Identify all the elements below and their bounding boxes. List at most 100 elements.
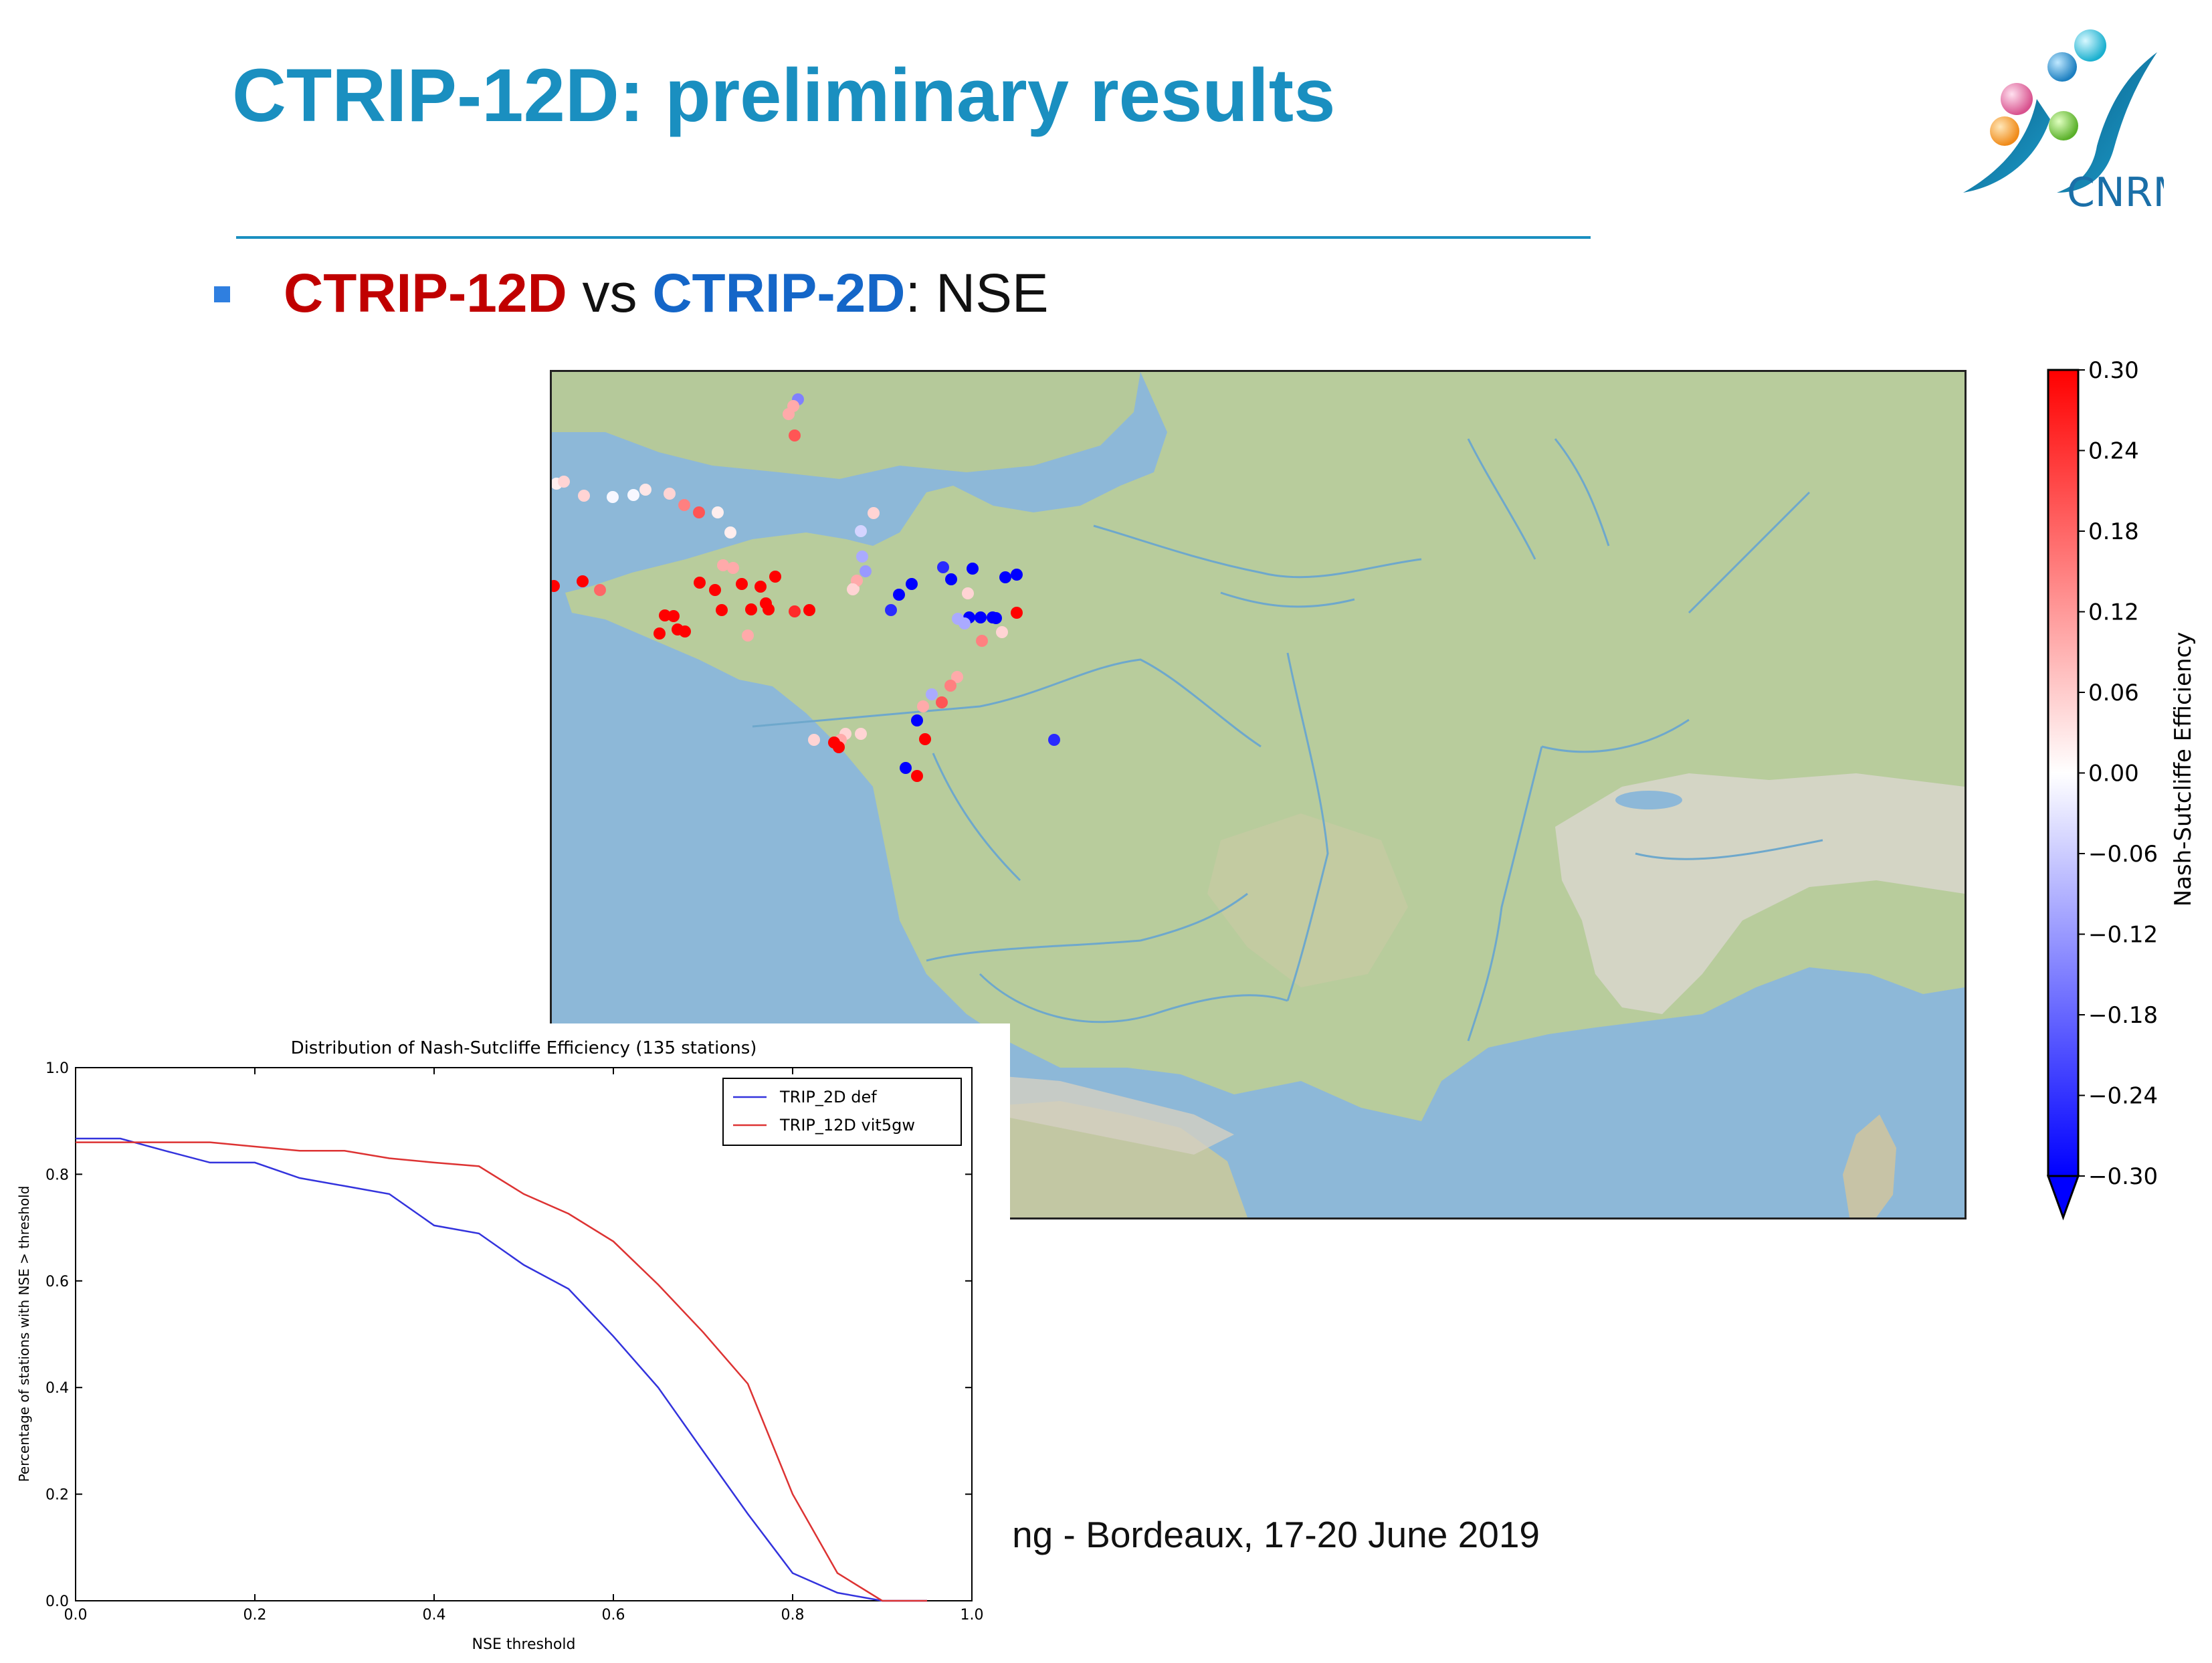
rivers: [752, 438, 1823, 1042]
station-point: [668, 610, 680, 622]
colorbar-tick-label: −0.24: [2088, 1083, 2158, 1110]
land-corsica: [1843, 1114, 1896, 1217]
station-point: [847, 583, 859, 595]
station-point: [906, 578, 918, 590]
series-lines: [76, 1137, 927, 1602]
station-point: [900, 762, 912, 774]
station-point: [716, 604, 728, 616]
station-point: [789, 429, 801, 442]
station-point: [745, 603, 757, 615]
pyrenees-relief: [980, 1074, 1234, 1155]
colorbar-tick-label: −0.18: [2088, 1002, 2158, 1029]
land-england: [552, 372, 1140, 479]
footer-text: eting - Bordeaux, 17-20 June 2019: [973, 1514, 1540, 1555]
logo-text: CNRM: [2067, 169, 2164, 216]
series-line: [76, 1137, 927, 1602]
station-point: [926, 688, 938, 700]
station-point: [1011, 569, 1023, 581]
colorbar-tick-label: 0.12: [2088, 599, 2139, 626]
colorbar-ticks: 0.30 0.24 0.18 0.12 0.06 0.00 −0.06 −0.12 −0.18 −…: [2078, 357, 2158, 1190]
station-point: [976, 635, 988, 647]
station-point: [911, 770, 923, 782]
station-point: [962, 587, 974, 599]
station-point: [1011, 607, 1023, 619]
colorbar-tick-label: 0.30: [2088, 361, 2139, 384]
station-point: [893, 589, 905, 601]
station-point: [742, 629, 754, 642]
nse-distribution-chart: Distribution of Nash-Sutcliffe Efficienc…: [0, 1023, 1010, 1660]
colorbar-gradient: [2047, 369, 2080, 1177]
station-point: [712, 506, 724, 518]
station-point: [917, 700, 929, 712]
station-point: [558, 476, 570, 488]
bullet-square-icon: [214, 286, 230, 302]
station-point: [578, 490, 590, 502]
station-point: [911, 714, 923, 726]
legend-label: TRIP_2D def: [779, 1088, 877, 1106]
station-point: [717, 559, 729, 571]
station-point: [607, 491, 619, 503]
colorbar-label: Nash-Sutcliffe Efficiency: [2170, 632, 2197, 907]
station-point: [639, 484, 651, 496]
y-axis-label: Percentage of stations with NSE > thresh…: [16, 1186, 32, 1482]
station-point: [944, 680, 957, 692]
station-point: [999, 571, 1011, 583]
colorbar-tick-label: 0.00: [2088, 761, 2139, 787]
station-point: [694, 577, 706, 589]
bullet-nse: : NSE: [905, 263, 1049, 324]
station-point: [919, 733, 931, 745]
colorbar-tick-label: 0.24: [2088, 438, 2139, 465]
legend-box: [722, 1078, 962, 1146]
station-point: [769, 571, 781, 583]
station-point: [833, 741, 845, 753]
station-point: [693, 506, 705, 518]
station-point: [803, 604, 815, 616]
station-point: [945, 573, 957, 585]
station-point: [856, 551, 868, 563]
station-point: [951, 671, 963, 683]
chart-title: Distribution of Nash-Sutcliffe Efficienc…: [291, 1038, 757, 1058]
station-point: [936, 696, 948, 708]
station-point: [860, 565, 872, 577]
bullet-vs: vs: [567, 263, 653, 324]
colorbar-tick-label: −0.12: [2088, 922, 2158, 949]
station-point: [868, 507, 880, 519]
colorbar-tick-label: −0.06: [2088, 841, 2158, 868]
station-point: [990, 612, 1002, 624]
x-tick-label: 1.0: [961, 1607, 984, 1624]
bullet-ctrip12d: CTRIP-12D: [284, 263, 567, 324]
station-point: [808, 734, 820, 746]
station-point: [594, 584, 606, 596]
station-point: [996, 626, 1008, 638]
bullet-line: CTRIP-12D vs CTRIP-2D: NSE: [284, 262, 1049, 325]
nse-colorbar: 0.30 0.24 0.18 0.12 0.06 0.00 −0.06 −0.12 −0.18 −…: [2046, 357, 2201, 1231]
colorbar-tick-label: 0.06: [2088, 680, 2139, 706]
station-point: [885, 604, 897, 616]
y-tick-label: 0.4: [45, 1380, 69, 1397]
station-point: [679, 625, 691, 638]
massif-central-relief: [1207, 813, 1408, 987]
legend-entries: TRIP_2D def TRIP_12D vit5gw: [733, 1088, 915, 1135]
x-axis-label: NSE threshold: [472, 1636, 576, 1653]
station-point: [627, 489, 639, 501]
station-point: [937, 561, 949, 573]
station-point: [789, 605, 801, 617]
station-point: [664, 488, 676, 500]
station-point: [552, 580, 560, 592]
y-tick-label: 0.8: [45, 1167, 69, 1183]
station-point: [855, 728, 867, 740]
x-tick-label: 0.8: [781, 1607, 805, 1624]
y-tick-label: 0.0: [45, 1593, 69, 1610]
x-tick-label: 0.2: [243, 1607, 267, 1624]
cnrm-logo: CNRM: [1956, 25, 2187, 216]
station-point: [763, 603, 775, 615]
station-point: [1048, 734, 1060, 746]
station-point: [727, 562, 739, 574]
station-point: [959, 617, 971, 629]
y-tick-label: 0.6: [45, 1274, 69, 1290]
plot-frame: [75, 1067, 973, 1601]
station-point: [724, 526, 736, 539]
station-point: [653, 627, 666, 640]
station-point: [967, 563, 979, 575]
legend-label: TRIP_12D vit5gw: [779, 1116, 915, 1135]
